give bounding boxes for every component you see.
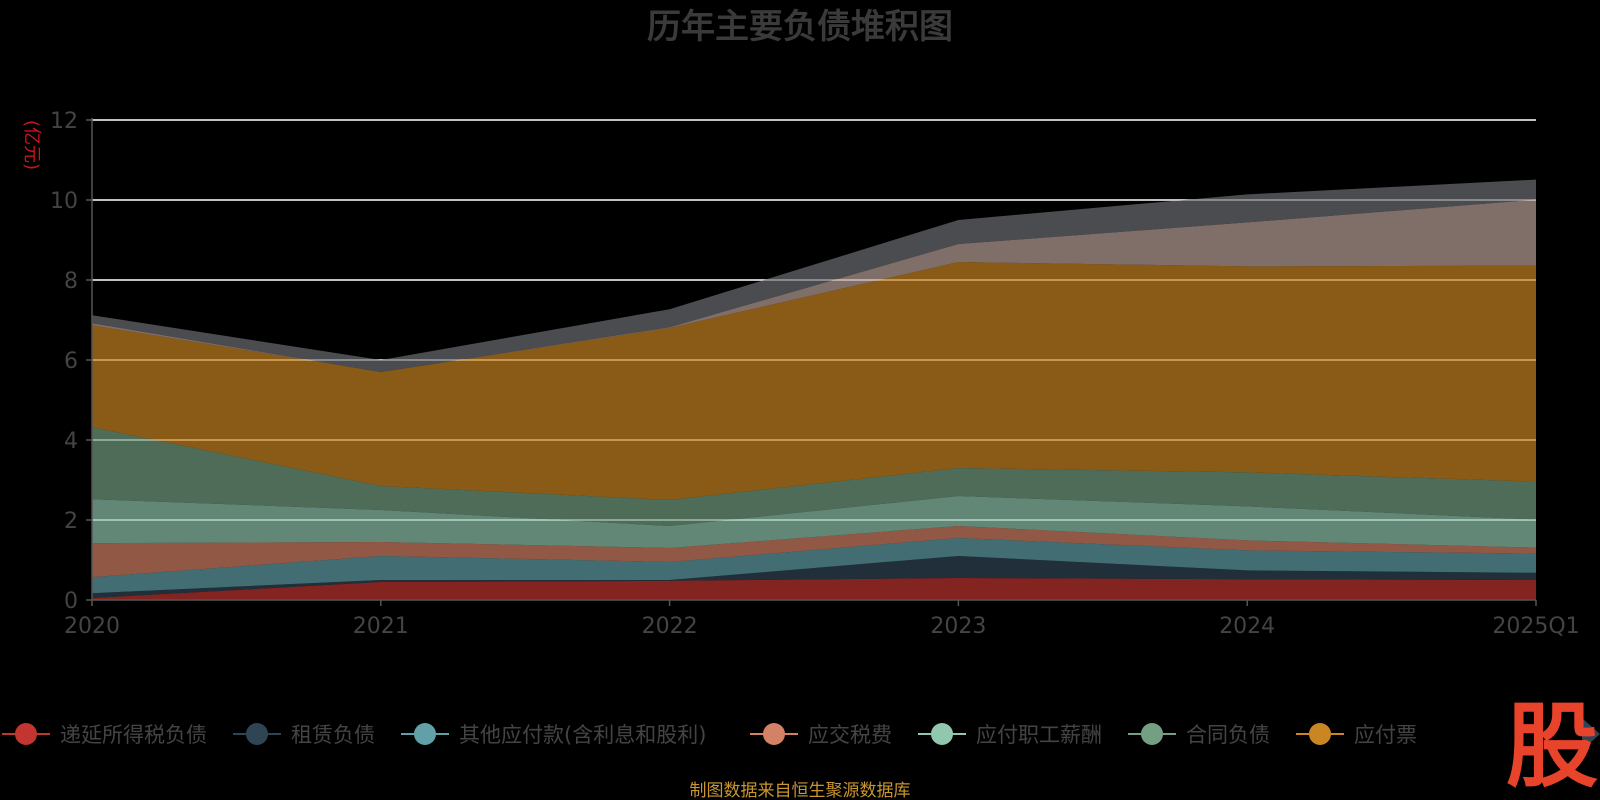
y-tick-label-0: 0 <box>64 589 78 614</box>
area-series-0 <box>92 578 1536 600</box>
chart-title: 历年主要负债堆积图 <box>647 7 953 47</box>
y-axis-unit-label: (亿元) <box>21 120 42 170</box>
area-series-6 <box>92 262 1536 500</box>
y-tick-label-12: 12 <box>50 109 78 134</box>
legend-item-1[interactable]: 租赁负债 <box>233 723 375 747</box>
x-tick-label-1: 2021 <box>353 614 409 639</box>
area-series-8 <box>92 179 1536 372</box>
legend-item-6[interactable]: 应付票 <box>1296 723 1417 747</box>
y-tick-labels: 0 2 4 6 8 10 12 <box>50 109 78 614</box>
area-series-2 <box>92 538 1536 594</box>
legend-item-0[interactable]: 递延所得税负债 <box>2 723 207 747</box>
legend-marker-2 <box>414 723 436 745</box>
y-tick-label-4: 4 <box>64 429 78 454</box>
area-series-group <box>92 179 1536 600</box>
area-series-5 <box>92 427 1536 526</box>
logo-glyph: 股 <box>1506 693 1598 800</box>
legend-marker-5 <box>1141 723 1163 745</box>
legend-label-6: 应付票 <box>1354 723 1417 747</box>
y-tick-label-6: 6 <box>64 349 78 374</box>
x-tick-labels: 2020 2021 2022 2023 2024 2025Q1 <box>64 614 1580 639</box>
x-tick-label-2: 2022 <box>642 614 698 639</box>
legend-label-0: 递延所得税负债 <box>60 723 207 747</box>
x-tick-label-3: 2023 <box>930 614 986 639</box>
legend-marker-1 <box>246 723 268 745</box>
axes <box>86 118 1537 606</box>
area-series-1 <box>92 556 1536 598</box>
legend-marker-0 <box>15 723 37 745</box>
legend-item-5[interactable]: 合同负债 <box>1128 723 1270 747</box>
legend-label-3: 应交税费 <box>808 723 892 747</box>
legend-next-page-arrow[interactable] <box>1582 718 1600 750</box>
y-tick-label-8: 8 <box>64 269 78 294</box>
area-series-7 <box>92 199 1536 372</box>
legend-item-2[interactable]: 其他应付款(含利息和股利) <box>401 723 706 747</box>
legend-label-2: 其他应付款(含利息和股利) <box>459 723 706 747</box>
area-series-3 <box>92 526 1536 578</box>
legend[interactable]: 递延所得税负债 租赁负债 其他应付款(含利息和股利) 应交税费 应付职工薪酬 合同负债 应付… <box>2 723 1417 747</box>
legend-marker-4 <box>931 723 953 745</box>
legend-item-3[interactable]: 应交税费 <box>750 723 892 747</box>
legend-label-4: 应付职工薪酬 <box>976 723 1102 747</box>
area-series-4 <box>92 496 1536 548</box>
x-tick-label-4: 2024 <box>1219 614 1275 639</box>
x-tick-label-5: 2025Q1 <box>1492 614 1579 639</box>
y-tick-label-10: 10 <box>50 189 78 214</box>
logo: 股 <box>1506 693 1598 800</box>
x-tick-label-0: 2020 <box>64 614 120 639</box>
legend-marker-3 <box>763 723 785 745</box>
legend-item-4[interactable]: 应付职工薪酬 <box>918 723 1102 747</box>
data-source-note: 制图数据来自恒生聚源数据库 <box>690 781 911 800</box>
legend-marker-6 <box>1309 723 1331 745</box>
legend-label-5: 合同负债 <box>1186 723 1270 747</box>
legend-row: 递延所得税负债 租赁负债 其他应付款(含利息和股利) 应交税费 应付职工薪酬 合同负债 应付… <box>2 723 1417 747</box>
y-tick-label-2: 2 <box>64 509 78 534</box>
legend-label-1: 租赁负债 <box>291 723 375 747</box>
